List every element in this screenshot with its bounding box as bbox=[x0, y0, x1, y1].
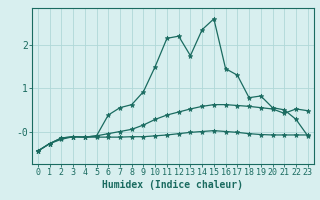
X-axis label: Humidex (Indice chaleur): Humidex (Indice chaleur) bbox=[102, 180, 243, 190]
